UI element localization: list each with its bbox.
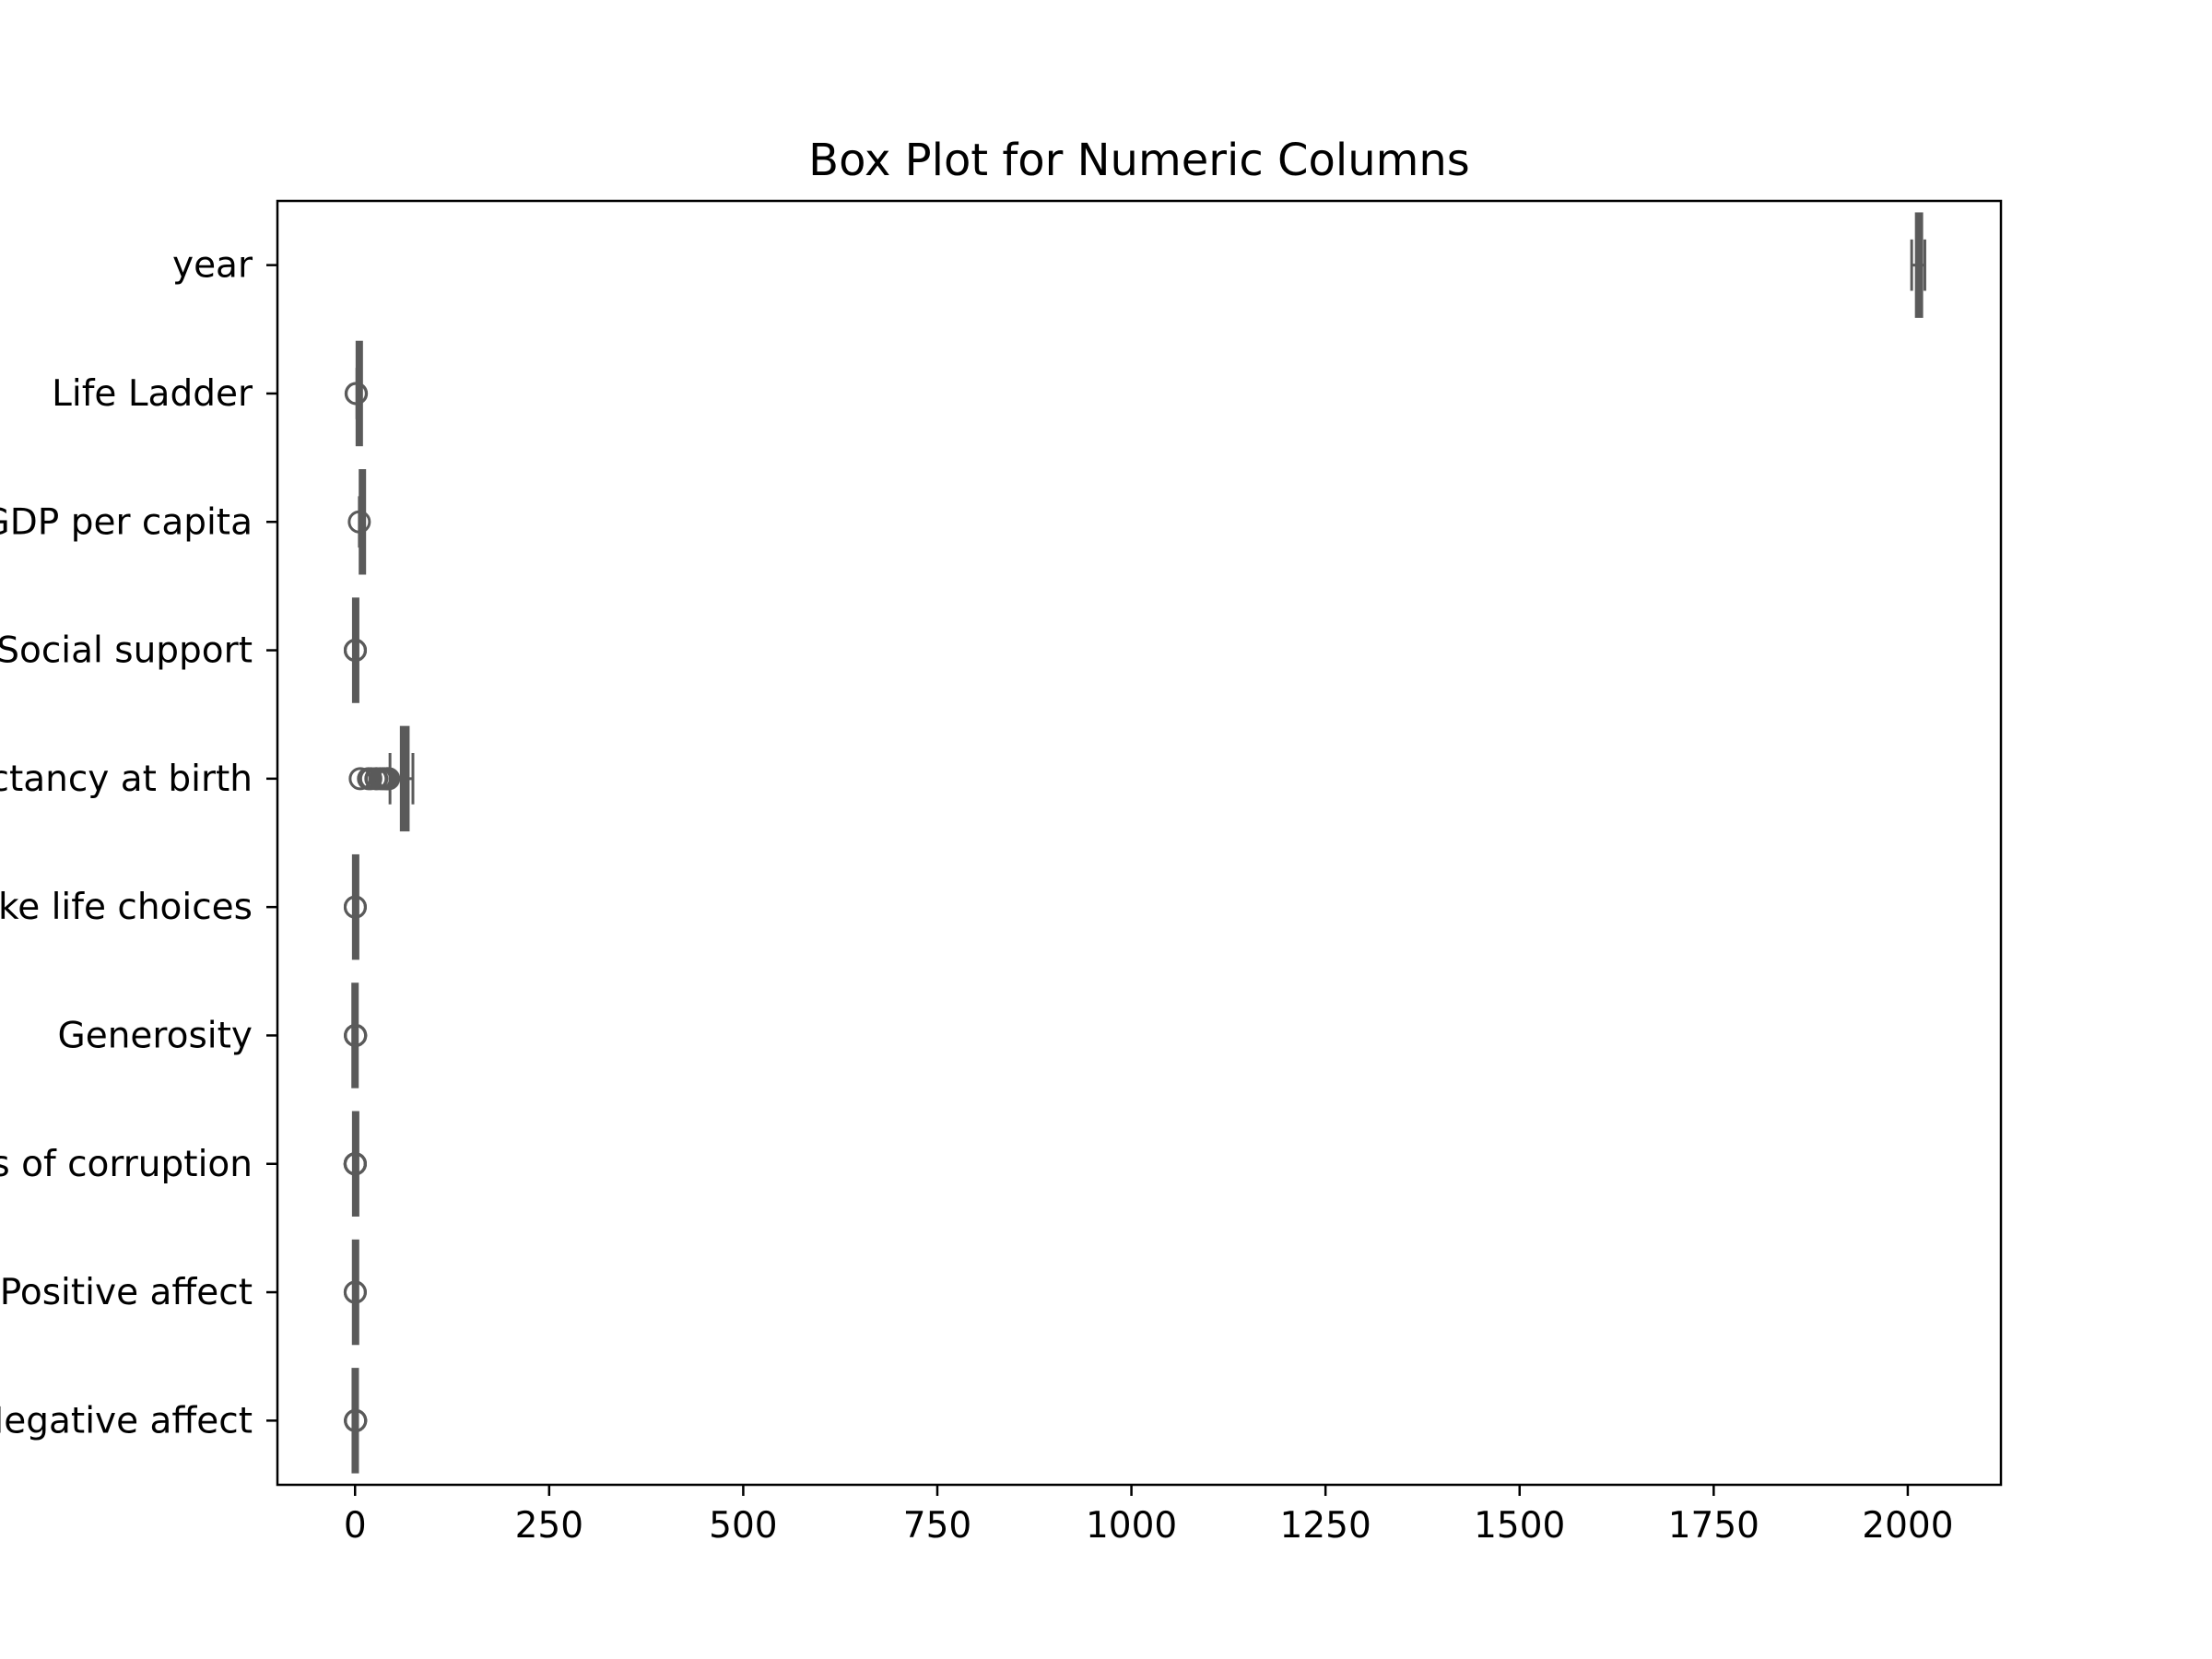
outlier-point [343, 895, 367, 919]
outlier-point [344, 1408, 368, 1432]
y-axis: year Life Ladder Log GDP per capita Social … [0, 245, 277, 1441]
y-tick-label: Freedom to make life choices [0, 887, 253, 928]
x-tick-label: 500 [709, 1505, 777, 1547]
y-tick-label: Generosity [58, 1015, 253, 1056]
outlier-point [344, 639, 368, 663]
box-life-ladder [344, 340, 369, 447]
x-tick-label: 1250 [1280, 1505, 1371, 1547]
x-tick-label: 2000 [1862, 1505, 1953, 1547]
chart-title: Box Plot for Numeric Columns [808, 135, 1470, 186]
x-tick-label: 750 [903, 1505, 971, 1547]
box-year [1910, 212, 1926, 318]
box-negative-affect [344, 1368, 368, 1474]
box-healthy-life-expectancy-at-birth [348, 725, 415, 832]
box-positive-affect [343, 1239, 367, 1346]
y-tick-label: Life Ladder [52, 373, 253, 415]
y-tick-label: Healthy life expectancy at birth [0, 759, 253, 800]
y-tick-label: Log GDP per capita [0, 501, 253, 543]
plot-frame [276, 199, 2003, 1487]
x-axis: 0 250 500 750 1000 1250 1500 1750 2000 [344, 1485, 1954, 1547]
box-layer [343, 212, 1926, 1474]
box-social-support [343, 597, 368, 703]
outlier-point [377, 767, 401, 791]
box-generosity [344, 982, 368, 1088]
box-log-gdp-per-capita [347, 469, 371, 575]
y-tick-label: Perceptions of corruption [0, 1144, 253, 1185]
outlier-point [345, 382, 369, 406]
y-tick-label: year [172, 245, 253, 287]
x-tick-label: 1000 [1086, 1505, 1177, 1547]
outlier-point [347, 510, 371, 534]
y-tick-label: Positive affect [0, 1272, 253, 1313]
x-tick-label: 250 [515, 1505, 583, 1547]
x-tick-label: 1750 [1668, 1505, 1759, 1547]
x-tick-label: 1500 [1474, 1505, 1565, 1547]
y-tick-label: Social support [0, 630, 253, 672]
outlier-point [343, 1280, 367, 1304]
outlier-point [344, 1023, 368, 1047]
box-perceptions-of-corruption [343, 1111, 368, 1217]
y-tick-label: Negative affect [0, 1400, 253, 1441]
outlier-point [344, 1152, 368, 1176]
box-freedom-to-make-life-choices [343, 853, 367, 960]
x-tick-label: 0 [344, 1505, 367, 1547]
